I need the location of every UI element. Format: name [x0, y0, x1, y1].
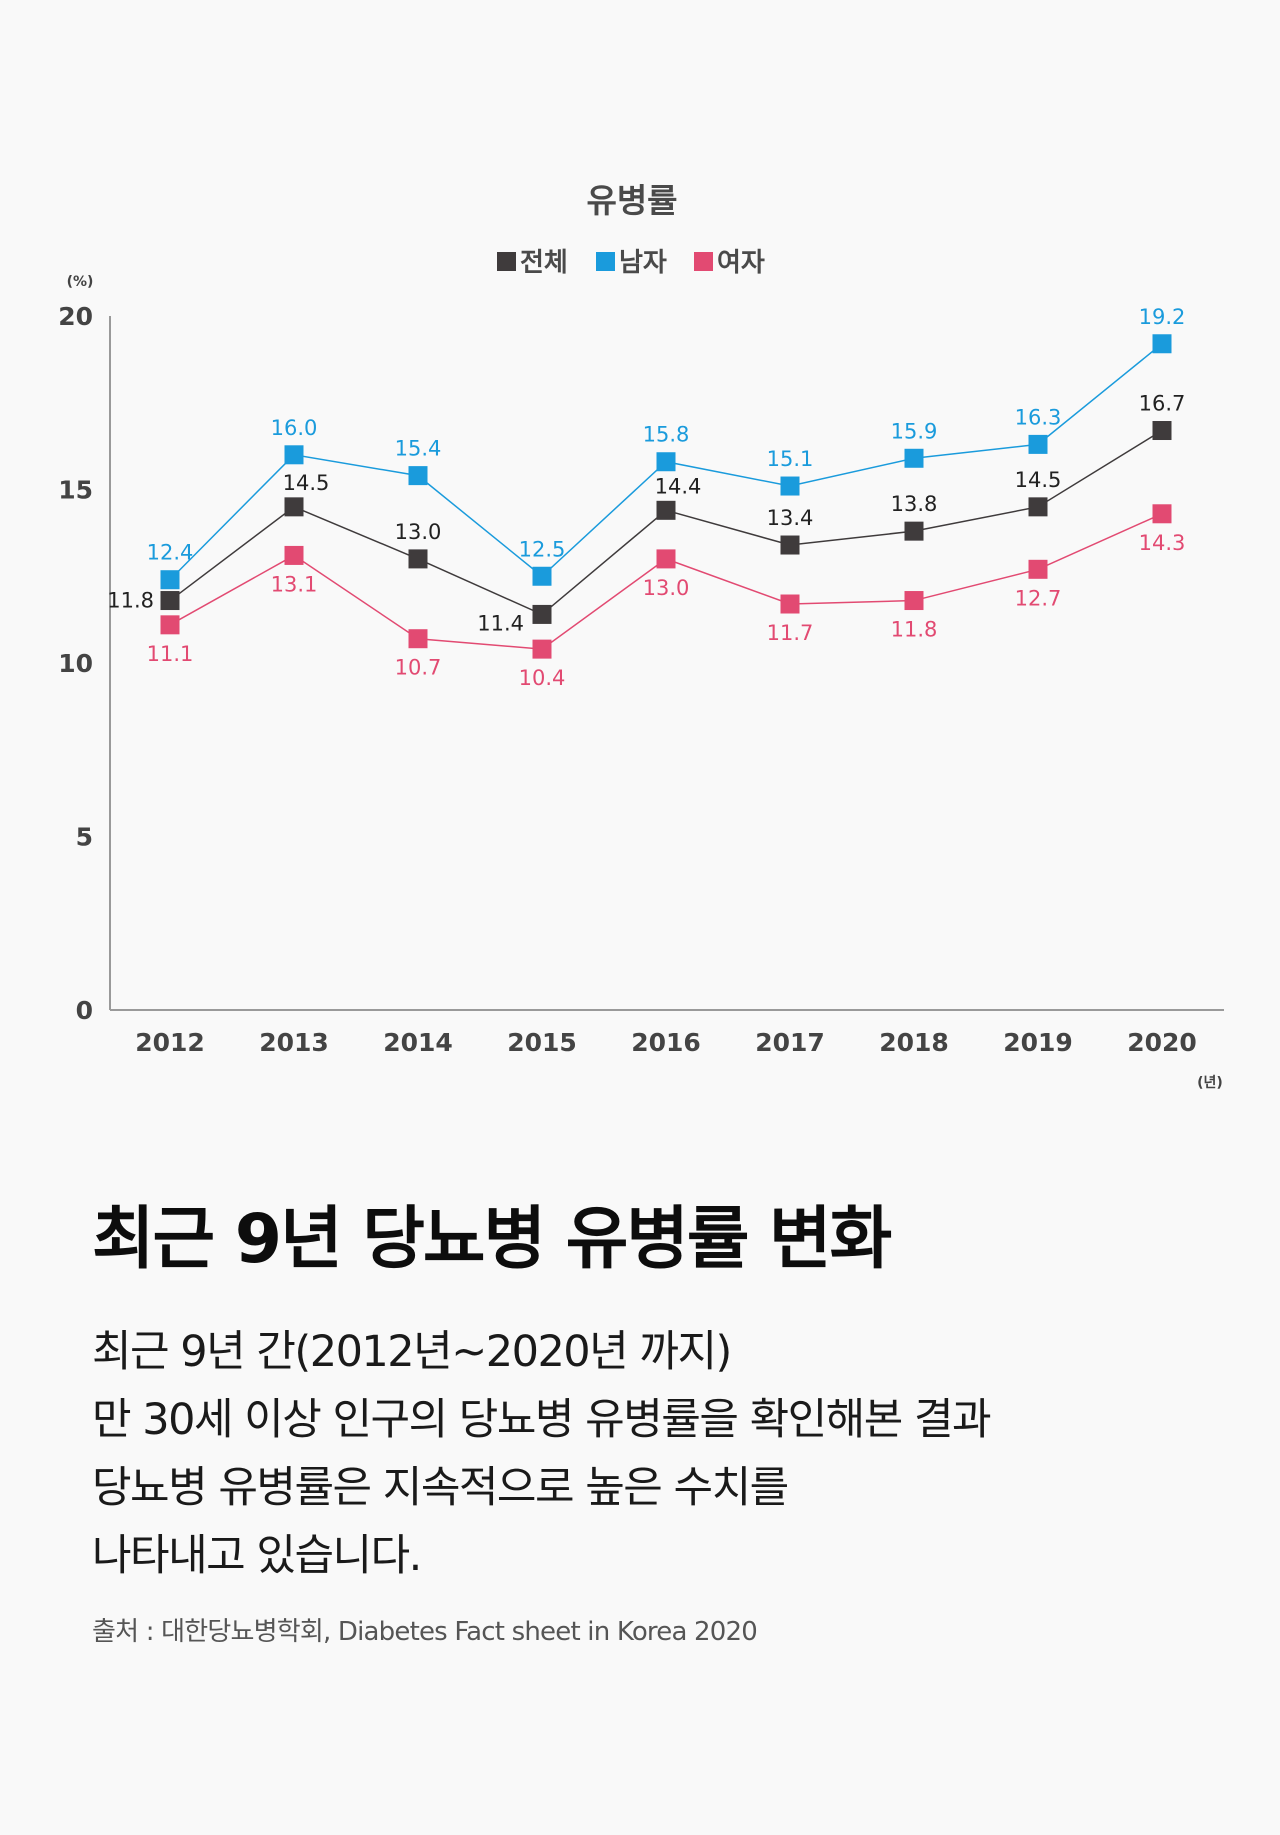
- data-point-total: [532, 604, 552, 624]
- data-point-total: [408, 549, 428, 569]
- data-label-total: 13.4: [767, 506, 814, 530]
- data-label-female: 13.0: [643, 576, 690, 600]
- data-label-male: 15.9: [891, 419, 938, 443]
- x-tick-label: 2015: [507, 1028, 577, 1057]
- x-tick-label: 2018: [879, 1028, 949, 1057]
- data-point-male: [904, 448, 924, 468]
- data-label-total: 11.8: [107, 589, 154, 613]
- data-point-male: [408, 466, 428, 486]
- data-point-male: [532, 566, 552, 586]
- data-label-female: 13.1: [271, 572, 318, 596]
- data-label-total: 14.5: [1015, 468, 1062, 492]
- data-point-female: [284, 545, 304, 565]
- data-point-male: [1028, 434, 1048, 454]
- data-label-female: 11.1: [147, 642, 194, 666]
- y-tick-label: 10: [58, 649, 93, 678]
- chart-legend: 전체 남자 여자: [497, 248, 765, 278]
- data-label-female: 14.3: [1139, 531, 1186, 555]
- data-label-total: 11.4: [477, 611, 524, 635]
- y-unit-label: (%): [67, 274, 94, 290]
- data-point-male: [1152, 334, 1172, 354]
- x-tick-label: 2012: [135, 1028, 205, 1057]
- data-label-female: 10.4: [519, 666, 566, 690]
- data-point-male: [656, 452, 676, 472]
- data-point-total: [656, 500, 676, 520]
- data-point-total: [160, 591, 180, 611]
- headline: 최근 9년 당뇨병 유병률 변화: [92, 1200, 892, 1279]
- legend-item-male: 남자: [596, 248, 667, 278]
- description-line: 만 30세 이상 인구의 당뇨병 유병률을 확인해본 결과: [92, 1395, 992, 1445]
- data-point-male: [780, 476, 800, 496]
- data-point-total: [904, 521, 924, 541]
- y-tick-label: 20: [58, 302, 93, 331]
- series-markers: [160, 334, 1172, 659]
- data-label-male: 16.0: [271, 416, 318, 440]
- data-label-male: 15.8: [643, 423, 690, 447]
- data-point-female: [1028, 559, 1048, 579]
- data-point-male: [160, 570, 180, 590]
- x-tick-label: 2017: [755, 1028, 825, 1057]
- x-unit-label: (년): [1197, 1075, 1223, 1091]
- data-label-male: 15.1: [767, 447, 814, 471]
- legend-swatch-icon: [596, 252, 615, 271]
- data-point-female: [1152, 504, 1172, 524]
- y-tick-label: 0: [76, 996, 93, 1025]
- data-label-female: 10.7: [395, 656, 442, 680]
- data-label-female: 11.8: [891, 618, 938, 642]
- data-label-male: 16.3: [1015, 405, 1062, 429]
- data-label-total: 14.4: [655, 474, 702, 498]
- data-labels: 11.8 14.5 13.0 11.4 14.4 13.4 13.8 14.5 16.7 12.4…: [107, 305, 1185, 690]
- description-line: 최근 9년 간(2012년~2020년 까지): [92, 1327, 732, 1377]
- data-label-female: 11.7: [767, 621, 814, 645]
- data-label-total: 13.8: [891, 492, 938, 516]
- legend-item-total: 전체: [497, 248, 568, 278]
- legend-swatch-icon: [694, 252, 713, 271]
- legend-swatch-icon: [497, 252, 516, 271]
- data-point-total: [1028, 497, 1048, 517]
- description-line: 당뇨병 유병률은 지속적으로 높은 수치를: [92, 1463, 789, 1513]
- data-label-male: 15.4: [395, 437, 442, 461]
- data-label-male: 19.2: [1139, 305, 1186, 329]
- legend-item-female: 여자: [694, 248, 765, 278]
- source-citation: 출처 : 대한당뇨병학회, Diabetes Fact sheet in Kor…: [92, 1617, 758, 1647]
- x-tick-label: 2016: [631, 1028, 701, 1057]
- data-label-female: 12.7: [1015, 586, 1062, 610]
- legend-label: 남자: [619, 248, 667, 278]
- data-point-male: [284, 445, 304, 465]
- data-point-female: [160, 615, 180, 635]
- data-point-female: [780, 594, 800, 614]
- y-tick-label: 15: [58, 476, 93, 505]
- description-line: 나타내고 있습니다.: [92, 1531, 422, 1581]
- x-tick-label: 2014: [383, 1028, 453, 1057]
- x-tick-label: 2019: [1003, 1028, 1073, 1057]
- data-label-total: 14.5: [283, 471, 330, 495]
- chart-title: 유병률: [586, 181, 677, 220]
- chart-axes: 0 5 10 15 20 (%) 2012 2013 2014 2015 2016 2017 2018 2…: [58, 274, 1224, 1091]
- y-tick-label: 5: [76, 823, 93, 852]
- data-point-female: [408, 629, 428, 649]
- description: 최근 9년 간(2012년~2020년 까지) 만 30세 이상 인구의 당뇨병…: [92, 1318, 992, 1590]
- prevalence-line-chart: 유병률 전체 남자 여자 0 5 10 15 20 (%) 2012 2013 2014 2015 20…: [58, 181, 1224, 1091]
- legend-label: 여자: [717, 248, 765, 278]
- x-tick-label: 2020: [1127, 1028, 1197, 1057]
- data-point-female: [904, 591, 924, 611]
- data-point-total: [1152, 421, 1172, 441]
- x-tick-label: 2013: [259, 1028, 329, 1057]
- data-point-female: [656, 549, 676, 569]
- data-label-male: 12.5: [519, 537, 566, 561]
- data-label-total: 16.7: [1139, 392, 1186, 416]
- data-label-total: 13.0: [395, 520, 442, 544]
- data-label-male: 12.4: [147, 541, 194, 565]
- data-point-female: [532, 639, 552, 659]
- legend-label: 전체: [520, 248, 568, 278]
- data-point-total: [780, 535, 800, 555]
- data-point-total: [284, 497, 304, 517]
